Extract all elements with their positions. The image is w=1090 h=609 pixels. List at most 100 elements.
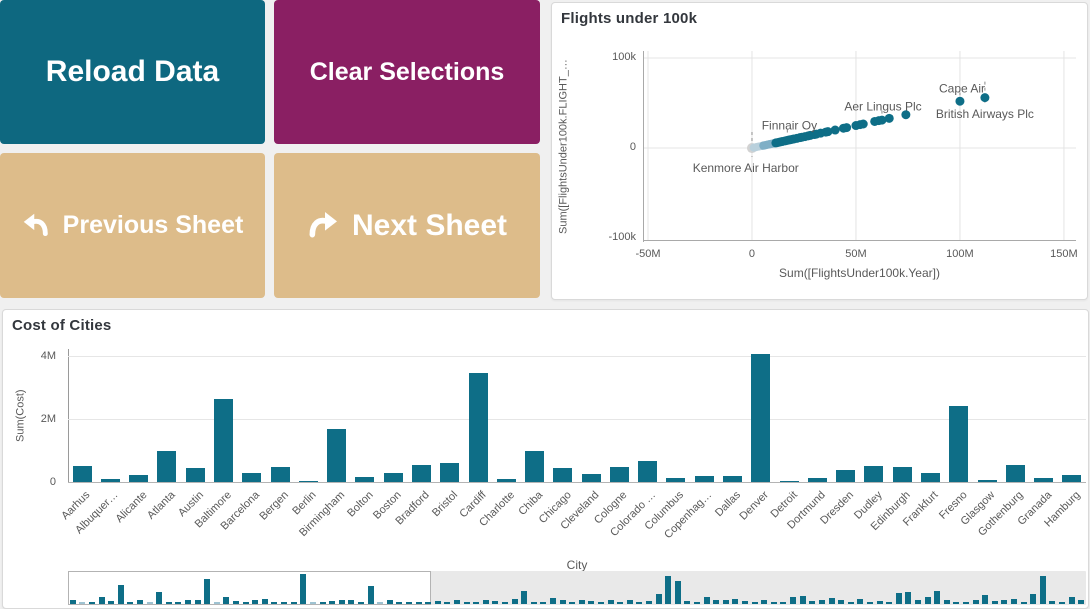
navigator-mini-bar bbox=[646, 601, 653, 604]
bar-chiba[interactable] bbox=[525, 451, 545, 482]
scatter-chart-title: Flights under 100k bbox=[561, 10, 698, 27]
navigator-mini-bar bbox=[108, 600, 115, 604]
navigator-mini-bar bbox=[914, 599, 921, 604]
bar-y-tick-label: 4M bbox=[40, 350, 56, 362]
scatter-point[interactable] bbox=[980, 93, 990, 103]
bar-denver[interactable] bbox=[751, 354, 771, 482]
scatter-point[interactable] bbox=[884, 113, 894, 123]
bar-dresden[interactable] bbox=[836, 470, 856, 482]
previous-sheet-label: Previous Sheet bbox=[62, 211, 244, 239]
bar-gothenburg[interactable] bbox=[1005, 464, 1025, 482]
bar-cologne[interactable] bbox=[609, 466, 629, 482]
navigator-mini-bar bbox=[674, 580, 681, 604]
next-sheet-button[interactable]: Next Sheet bbox=[274, 153, 540, 298]
chart-scrollbar-navigator[interactable] bbox=[68, 571, 1086, 605]
bar-frankfurt[interactable] bbox=[920, 473, 940, 482]
bar-edinburgh[interactable] bbox=[892, 467, 912, 482]
reload-data-label: Reload Data bbox=[45, 55, 220, 88]
bar-glasgow[interactable] bbox=[977, 480, 997, 482]
bar-y-tick-label: 0 bbox=[49, 476, 56, 488]
scatter-point[interactable] bbox=[877, 115, 887, 125]
bar-h-gridline bbox=[68, 419, 1086, 420]
bar-atlanta[interactable] bbox=[157, 451, 177, 482]
bar-aarhus[interactable] bbox=[72, 465, 92, 482]
bar-granada[interactable] bbox=[1034, 477, 1054, 482]
bar-x-tick-label: Bristol bbox=[430, 489, 461, 520]
navigator-mini-bar bbox=[540, 602, 547, 604]
navigator-mini-bar bbox=[223, 596, 230, 604]
navigator-mini-bar bbox=[434, 601, 441, 604]
bar-austin[interactable] bbox=[185, 468, 205, 482]
navigator-mini-bar bbox=[1058, 602, 1065, 604]
scatter-x-tick-label: 150M bbox=[1050, 248, 1078, 260]
scatter-point[interactable] bbox=[901, 110, 911, 120]
bar-baltimore[interactable] bbox=[214, 399, 234, 482]
bar-h-gridline bbox=[68, 356, 1086, 357]
bar-copenhag[interactable] bbox=[694, 476, 714, 482]
navigator-mini-bar bbox=[204, 578, 211, 604]
navigator-mini-bar bbox=[415, 601, 422, 604]
navigator-mini-bar bbox=[137, 600, 144, 604]
bar-berlin[interactable] bbox=[298, 480, 318, 482]
bar-charlotte[interactable] bbox=[496, 479, 516, 482]
scatter-x-tick-label: -50M bbox=[635, 248, 661, 260]
bar-barcelona[interactable] bbox=[242, 472, 262, 482]
bar-bergen[interactable] bbox=[270, 467, 290, 482]
scatter-point-label: Aer Lingus Plc bbox=[844, 100, 921, 114]
bar-cardiff[interactable] bbox=[468, 373, 488, 482]
navigator-mini-bar bbox=[261, 598, 268, 604]
bar-alicante[interactable] bbox=[129, 475, 149, 482]
bar-detroit[interactable] bbox=[779, 480, 799, 482]
clear-selections-button[interactable]: Clear Selections bbox=[274, 0, 540, 144]
bar-birmingham[interactable] bbox=[327, 429, 347, 482]
bar-colorado[interactable] bbox=[638, 460, 658, 482]
bar-x-tick-label: Bolton bbox=[344, 489, 376, 520]
bar-plot-area bbox=[68, 349, 1086, 483]
navigator-mini-bar bbox=[511, 598, 518, 604]
bar-hamburg[interactable] bbox=[1062, 475, 1082, 482]
scatter-x-tick-label: 0 bbox=[748, 248, 756, 260]
scatter-x-tick-label: 100M bbox=[946, 248, 974, 260]
bar-albuquer[interactable] bbox=[100, 479, 120, 482]
navigator-mini-bar bbox=[463, 602, 470, 604]
bar-dallas[interactable] bbox=[723, 476, 743, 482]
navigator-mini-bar bbox=[386, 599, 393, 604]
navigator-mini-bar bbox=[194, 599, 201, 604]
bar-chart-title: Cost of Cities bbox=[12, 317, 112, 334]
navigator-mini-bar bbox=[300, 574, 307, 604]
navigator-mini-bar bbox=[895, 592, 902, 604]
bar-cleveland[interactable] bbox=[581, 474, 601, 482]
scatter-point[interactable] bbox=[955, 96, 965, 106]
bar-fresno[interactable] bbox=[949, 405, 969, 482]
navigator-mini-bar bbox=[281, 602, 288, 604]
scatter-point[interactable] bbox=[858, 119, 868, 129]
scatter-plot-area[interactable]: Kenmore Air Harbor Finnair Oy Aer Lingus P… bbox=[643, 51, 1076, 242]
scatter-point-label: Kenmore Air Harbor bbox=[693, 161, 799, 175]
bar-bolton[interactable] bbox=[355, 476, 375, 482]
navigator-mini-bar bbox=[319, 602, 326, 604]
bar-dudley[interactable] bbox=[864, 466, 884, 482]
scatter-point[interactable] bbox=[842, 123, 852, 133]
scatter-point[interactable] bbox=[830, 125, 840, 135]
reload-data-button[interactable]: Reload Data bbox=[0, 0, 265, 144]
navigator-mini-bar bbox=[982, 595, 989, 604]
bar-dortmund[interactable] bbox=[807, 477, 827, 482]
bar-bradford[interactable] bbox=[411, 465, 431, 482]
navigator-mini-bar bbox=[607, 600, 614, 604]
navigator-mini-bar bbox=[453, 600, 460, 604]
bar-boston[interactable] bbox=[383, 473, 403, 482]
navigator-mini-bar bbox=[271, 602, 278, 604]
navigator-mini-bar bbox=[751, 601, 758, 604]
navigator-mini-bar bbox=[1001, 600, 1008, 604]
navigator-mini-bar bbox=[213, 602, 220, 604]
scatter-point[interactable] bbox=[823, 127, 833, 137]
bar-bristol[interactable] bbox=[440, 462, 460, 482]
navigator-mini-bar bbox=[290, 602, 297, 604]
bar-columbus[interactable] bbox=[666, 477, 686, 482]
previous-sheet-button[interactable]: Previous Sheet bbox=[0, 153, 265, 298]
bar-chicago[interactable] bbox=[553, 467, 573, 482]
navigator-mini-bar bbox=[684, 601, 691, 604]
navigator-mini-bar bbox=[713, 600, 720, 604]
bar-chart-panel: Cost of Cities Sum(Cost) 4M 2M 0 Aarhus Alb… bbox=[2, 309, 1089, 609]
navigator-mini-bar bbox=[242, 602, 249, 604]
